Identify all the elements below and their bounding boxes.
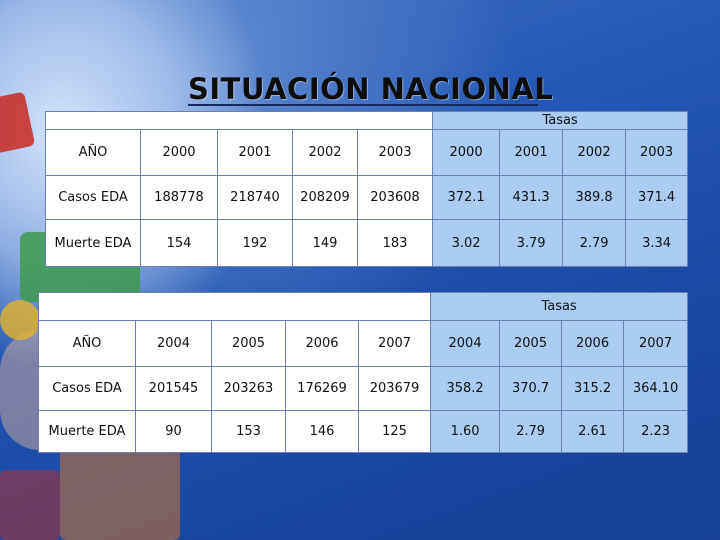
table-2000-2003: Tasas AÑO 2000 2001 2002 2003 2000 2001 …: [44, 111, 689, 267]
count-cell: 201545: [135, 366, 212, 411]
header-rate-year: 2004: [430, 320, 501, 367]
table-row: AÑO 2004 2005 2006 2007 2004 2005 2006 2…: [38, 320, 689, 367]
row-label: Casos EDA: [45, 175, 141, 220]
header-rate-year: 2000: [432, 129, 501, 176]
count-cell: 203263: [211, 366, 286, 411]
row-label: Muerte EDA: [45, 219, 141, 267]
table-row: Casos EDA 201545 203263 176269 203679 35…: [38, 366, 689, 411]
header-rate-year: 2006: [561, 320, 625, 367]
count-cell: 154: [140, 219, 218, 267]
rate-cell: 2.79: [499, 410, 563, 453]
decorative-yellow-block: [0, 300, 40, 340]
count-cell: 208209: [292, 175, 358, 220]
table-row: Casos EDA 188778 218740 208209 203608 37…: [45, 175, 689, 220]
header-year: 2000: [140, 129, 218, 176]
rate-cell: 3.02: [432, 219, 501, 267]
count-cell: 188778: [140, 175, 218, 220]
header-year: 2001: [217, 129, 293, 176]
rate-cell: 2.61: [561, 410, 625, 453]
table-row: Muerte EDA 90 153 146 125 1.60 2.79 2.61…: [38, 410, 689, 453]
page-title: SITUACIÓN NACIONAL: [188, 72, 554, 106]
group-header-tasas: Tasas: [430, 292, 689, 321]
rate-cell: 2.23: [623, 410, 689, 453]
header-rate-year: 2003: [625, 129, 689, 176]
header-year: 2006: [285, 320, 359, 367]
group-header-tasas: Tasas: [432, 111, 689, 130]
header-label: AÑO: [38, 320, 136, 367]
group-header-blank: [44, 111, 434, 130]
count-cell: 176269: [285, 366, 359, 411]
header-rate-year: 2007: [623, 320, 689, 367]
rate-cell: 371.4: [625, 175, 689, 220]
count-cell: 192: [217, 219, 293, 267]
header-rate-year: 2002: [562, 129, 627, 176]
decorative-orange-block: [60, 450, 180, 540]
header-year: 2002: [292, 129, 358, 176]
rate-cell: 370.7: [499, 366, 563, 411]
table-row: AÑO 2000 2001 2002 2003 2000 2001 2002 2…: [45, 129, 689, 176]
rate-cell: 358.2: [430, 366, 501, 411]
count-cell: 218740: [217, 175, 293, 220]
count-cell: 149: [292, 219, 358, 267]
decorative-red-block-bottom: [0, 470, 60, 540]
count-cell: 146: [285, 410, 359, 453]
count-cell: 203608: [356, 175, 434, 220]
table-2004-2007: Tasas AÑO 2004 2005 2006 2007 2004 2005 …: [37, 292, 689, 453]
title-underline: [188, 104, 538, 106]
header-rate-year: 2001: [499, 129, 564, 176]
rate-cell: 364.10: [623, 366, 689, 411]
rate-cell: 1.60: [430, 410, 501, 453]
row-label: Casos EDA: [38, 366, 136, 411]
rate-cell: 3.34: [625, 219, 689, 267]
group-header-blank: [37, 292, 432, 321]
rate-cell: 372.1: [432, 175, 501, 220]
count-cell: 125: [357, 410, 432, 453]
count-cell: 90: [135, 410, 212, 453]
rate-cell: 3.79: [499, 219, 564, 267]
header-label: AÑO: [45, 129, 141, 176]
rate-cell: 2.79: [562, 219, 627, 267]
rate-cell: 431.3: [499, 175, 564, 220]
count-cell: 183: [356, 219, 434, 267]
header-year: 2003: [356, 129, 434, 176]
count-cell: 203679: [357, 366, 432, 411]
row-label: Muerte EDA: [38, 410, 136, 453]
rate-cell: 315.2: [561, 366, 625, 411]
header-year: 2004: [135, 320, 212, 367]
header-year: 2005: [211, 320, 286, 367]
rate-cell: 389.8: [562, 175, 627, 220]
header-year: 2007: [357, 320, 432, 367]
table-row: Muerte EDA 154 192 149 183 3.02 3.79 2.7…: [45, 219, 689, 267]
header-rate-year: 2005: [499, 320, 563, 367]
count-cell: 153: [211, 410, 286, 453]
